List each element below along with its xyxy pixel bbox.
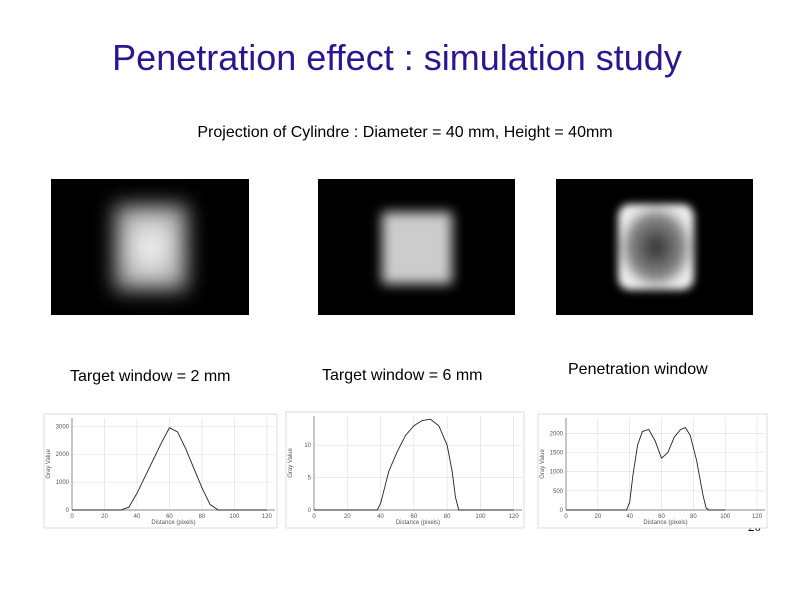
slide-title: Penetration effect : simulation study [112,37,682,78]
y-axis-label: Gray Value [288,448,294,478]
x-tick-label: 80 [444,514,451,520]
profile-line [566,427,726,511]
y-axis-label: Gray Value [46,449,52,479]
x-axis-label: Distance (pixels) [396,520,440,526]
profile-line [314,418,514,511]
image-3 [556,179,753,315]
x-tick-label: 60 [166,514,173,520]
x-tick-label: 20 [594,514,601,520]
subtitle: Projection of Cylindre : Diameter = 40 m… [197,124,612,141]
y-tick-label: 0 [560,508,564,514]
x-tick-label: 120 [752,514,763,520]
y-tick-label: 0 [66,508,70,514]
x-tick-label: 40 [377,514,384,520]
y-tick-label: 1500 [550,451,564,457]
x-tick-label: 20 [344,514,351,520]
x-tick-label: 20 [101,514,108,520]
y-tick-label: 2000 [56,452,70,458]
plot-frame [43,413,278,529]
x-tick-label: 0 [70,514,74,520]
y-axis-label: Gray Value [540,449,546,479]
x-tick-label: 0 [564,514,568,520]
x-tick-label: 120 [509,514,520,520]
image-2 [318,179,515,315]
x-tick-label: 80 [199,514,206,520]
x-tick-label: 60 [658,514,665,520]
caption: Penetration window [568,361,708,378]
x-tick-label: 100 [475,514,486,520]
caption: Target window = 6 mm [322,367,483,384]
y-tick-label: 1000 [550,470,564,476]
plot-frame [285,411,525,529]
x-tick-label: 0 [312,514,316,520]
y-tick-label: 0 [308,508,312,514]
y-tick-label: 500 [553,489,564,495]
x-tick-label: 60 [410,514,417,520]
x-axis-label: Distance (pixels) [151,520,195,526]
y-tick-label: 5 [308,476,312,482]
x-tick-label: 100 [229,514,240,520]
x-tick-label: 40 [626,514,633,520]
y-tick-label: 10 [304,443,311,449]
y-tick-label: 1000 [56,480,70,486]
image-1 [51,179,249,315]
y-tick-label: 2000 [550,431,564,437]
x-tick-label: 120 [262,514,273,520]
y-tick-label: 3000 [56,424,70,430]
profile-line [72,427,267,511]
plot-frame [537,413,768,529]
x-tick-label: 80 [690,514,697,520]
x-tick-label: 40 [134,514,141,520]
x-tick-label: 100 [720,514,731,520]
caption: Target window = 2 mm [70,368,231,385]
x-axis-label: Distance (pixels) [643,520,687,526]
